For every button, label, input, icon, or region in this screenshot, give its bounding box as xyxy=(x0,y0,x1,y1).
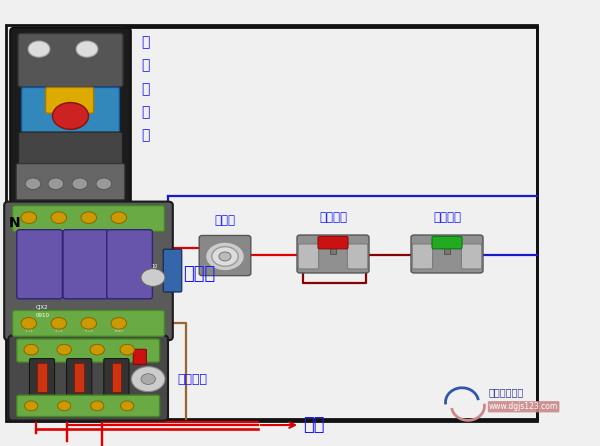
Text: 10: 10 xyxy=(152,264,158,269)
Text: 断: 断 xyxy=(141,82,149,96)
Text: 电工技术之家: 电工技术之家 xyxy=(489,388,524,397)
FancyBboxPatch shape xyxy=(63,230,109,299)
Circle shape xyxy=(76,41,98,57)
Text: 停止按鈕: 停止按鈕 xyxy=(319,211,347,224)
FancyBboxPatch shape xyxy=(17,395,160,417)
Text: 13NO: 13NO xyxy=(114,329,124,333)
FancyBboxPatch shape xyxy=(412,244,433,269)
Circle shape xyxy=(212,247,238,266)
Circle shape xyxy=(96,178,112,190)
Circle shape xyxy=(57,344,71,355)
Circle shape xyxy=(21,318,37,329)
FancyBboxPatch shape xyxy=(163,249,182,292)
Circle shape xyxy=(90,344,104,355)
FancyBboxPatch shape xyxy=(297,235,369,273)
FancyBboxPatch shape xyxy=(22,87,119,136)
FancyBboxPatch shape xyxy=(17,339,160,362)
Text: N: N xyxy=(9,216,20,230)
Circle shape xyxy=(111,212,127,223)
Text: 路: 路 xyxy=(141,105,149,119)
FancyBboxPatch shape xyxy=(133,349,146,364)
Circle shape xyxy=(205,242,245,271)
FancyBboxPatch shape xyxy=(8,335,168,421)
Circle shape xyxy=(21,212,37,223)
FancyBboxPatch shape xyxy=(199,235,251,276)
Text: 燕断器: 燕断器 xyxy=(215,215,235,227)
FancyBboxPatch shape xyxy=(13,310,164,336)
FancyBboxPatch shape xyxy=(19,132,122,167)
Circle shape xyxy=(81,318,97,329)
Circle shape xyxy=(25,178,41,190)
Bar xyxy=(330,246,336,254)
Circle shape xyxy=(219,252,231,261)
FancyBboxPatch shape xyxy=(4,202,173,340)
Circle shape xyxy=(81,212,97,223)
Circle shape xyxy=(91,401,104,411)
FancyBboxPatch shape xyxy=(13,206,164,231)
FancyBboxPatch shape xyxy=(107,230,152,299)
FancyBboxPatch shape xyxy=(411,235,483,273)
Bar xyxy=(112,363,121,392)
Circle shape xyxy=(131,367,165,392)
Text: CJX2: CJX2 xyxy=(36,305,49,310)
Circle shape xyxy=(111,318,127,329)
Circle shape xyxy=(48,178,64,190)
Bar xyxy=(6,25,537,421)
Text: www.dgjs123.com: www.dgjs123.com xyxy=(489,402,558,411)
Text: 接触器: 接触器 xyxy=(183,265,215,283)
FancyBboxPatch shape xyxy=(298,244,319,269)
Text: 电: 电 xyxy=(141,58,149,73)
Circle shape xyxy=(51,212,67,223)
FancyBboxPatch shape xyxy=(104,359,129,397)
Circle shape xyxy=(72,178,88,190)
FancyBboxPatch shape xyxy=(347,244,368,269)
FancyBboxPatch shape xyxy=(67,359,92,397)
Text: 5 L3: 5 L3 xyxy=(85,329,92,333)
Text: 负载: 负载 xyxy=(303,416,325,434)
Circle shape xyxy=(141,268,165,286)
Bar xyxy=(37,363,47,392)
FancyBboxPatch shape xyxy=(29,359,55,397)
Circle shape xyxy=(58,401,71,411)
Circle shape xyxy=(24,344,38,355)
Text: 漏: 漏 xyxy=(141,35,149,50)
Circle shape xyxy=(141,374,155,384)
Text: 启动按鈕: 启动按鈕 xyxy=(433,211,461,224)
Text: 1 1L: 1 1L xyxy=(25,329,32,333)
Bar xyxy=(74,363,84,392)
Text: 0910: 0910 xyxy=(36,313,50,318)
FancyBboxPatch shape xyxy=(46,87,94,113)
Text: 3 L2: 3 L2 xyxy=(55,329,62,333)
Circle shape xyxy=(51,318,67,329)
FancyBboxPatch shape xyxy=(318,236,348,249)
Circle shape xyxy=(121,401,134,411)
Circle shape xyxy=(120,344,134,355)
Bar xyxy=(444,246,450,254)
FancyBboxPatch shape xyxy=(461,244,482,269)
FancyBboxPatch shape xyxy=(16,164,125,200)
Text: 器: 器 xyxy=(141,128,149,142)
FancyBboxPatch shape xyxy=(10,28,131,204)
FancyBboxPatch shape xyxy=(432,236,462,249)
FancyBboxPatch shape xyxy=(18,33,123,87)
Circle shape xyxy=(28,41,50,57)
Circle shape xyxy=(25,401,38,411)
Circle shape xyxy=(53,103,89,129)
FancyBboxPatch shape xyxy=(17,230,62,299)
Text: 热继电器: 热继电器 xyxy=(177,373,207,387)
